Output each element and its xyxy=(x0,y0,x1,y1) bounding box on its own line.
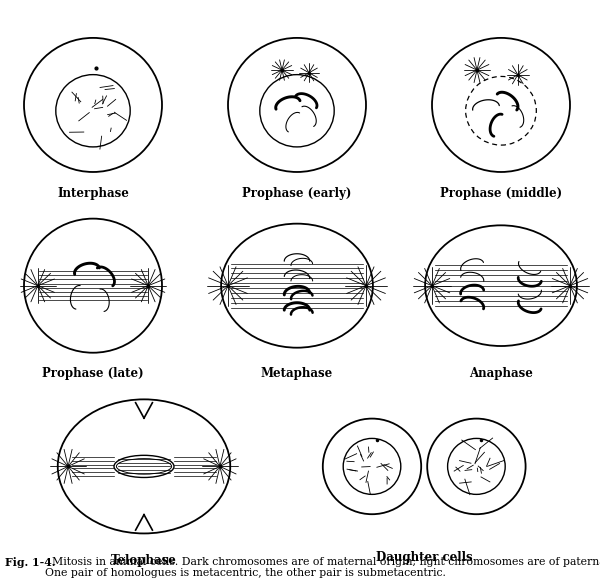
Polygon shape xyxy=(136,403,152,418)
Text: Prophase (late): Prophase (late) xyxy=(42,367,144,380)
Text: Prophase (middle): Prophase (middle) xyxy=(440,187,562,199)
Circle shape xyxy=(56,75,130,147)
Circle shape xyxy=(343,438,401,494)
Circle shape xyxy=(427,419,526,514)
Text: Interphase: Interphase xyxy=(57,187,129,199)
Circle shape xyxy=(323,419,421,514)
Circle shape xyxy=(448,438,505,494)
Text: Fig. 1-4.: Fig. 1-4. xyxy=(5,557,55,568)
Text: Anaphase: Anaphase xyxy=(469,367,533,380)
Text: Prophase (early): Prophase (early) xyxy=(242,187,352,199)
Circle shape xyxy=(24,219,162,353)
Circle shape xyxy=(24,38,162,172)
Text: Metaphase: Metaphase xyxy=(261,367,333,380)
Text: Telophase: Telophase xyxy=(111,554,177,567)
Ellipse shape xyxy=(114,455,174,477)
Ellipse shape xyxy=(58,399,230,533)
Circle shape xyxy=(260,75,334,147)
Text: Mitosis in animal cells. Dark chromosomes are of maternal origin; light chromoso: Mitosis in animal cells. Dark chromosome… xyxy=(45,557,600,578)
Text: Daughter cells: Daughter cells xyxy=(376,551,473,564)
Ellipse shape xyxy=(221,224,373,347)
Ellipse shape xyxy=(425,225,577,346)
Polygon shape xyxy=(136,515,152,530)
Circle shape xyxy=(228,38,366,172)
Circle shape xyxy=(432,38,570,172)
